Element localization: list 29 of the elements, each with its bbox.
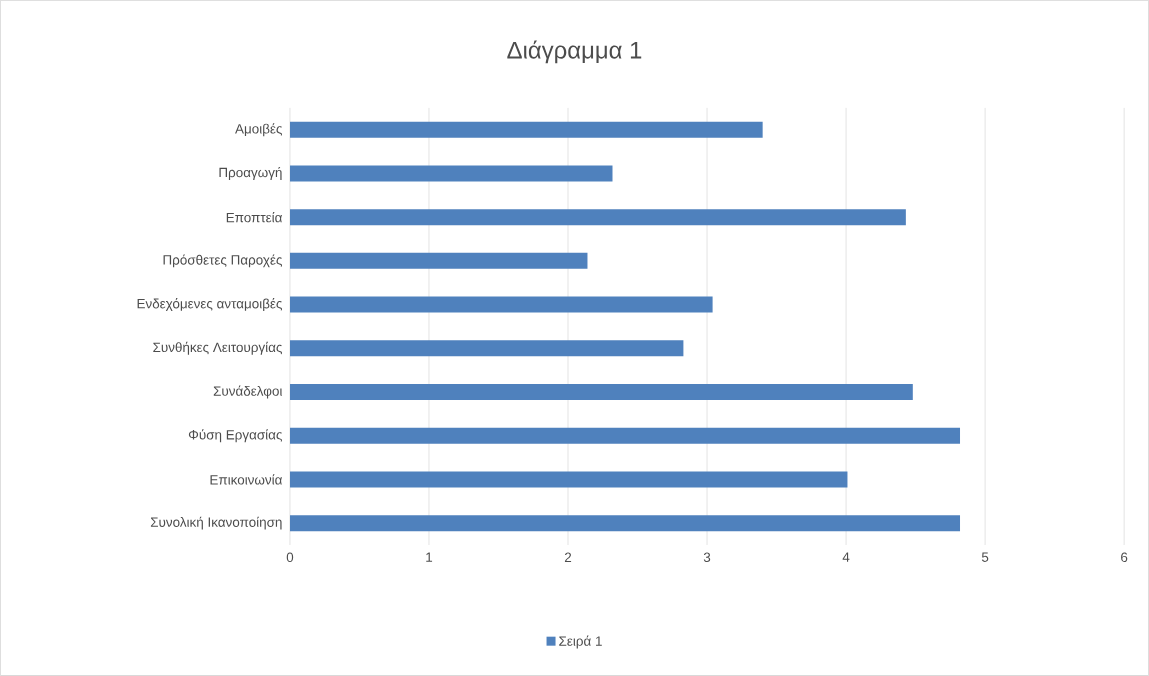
bar	[289, 165, 613, 182]
bar	[289, 384, 913, 401]
x-tick-label: 6	[1121, 552, 1128, 563]
bar	[289, 340, 684, 357]
bar	[289, 515, 961, 532]
bar	[289, 296, 713, 313]
y-tick-label: Επικοινωνία	[210, 474, 283, 485]
bar	[289, 471, 848, 488]
y-tick-label: Συνάδελφοι	[213, 385, 283, 399]
y-tick-label: Προαγωγή	[219, 167, 282, 180]
x-tick-label: 4	[842, 552, 850, 562]
legend-label: Σειρά 1	[559, 635, 602, 649]
y-tick-label: Συνολική Ικανοποίηση	[150, 516, 282, 530]
y-tick-label: Ενδεχόμενες ανταμοιβές	[137, 298, 282, 312]
x-tick-label: 1	[426, 552, 433, 562]
bar	[289, 121, 763, 138]
y-tick-label: Συνθήκες Λειτουργίας	[153, 341, 282, 355]
x-tick-label: 2	[564, 552, 572, 562]
bar	[289, 209, 906, 226]
y-tick-label: Εποπτεία	[226, 212, 283, 223]
chart-title: Διάγραμμα 1	[507, 40, 642, 64]
y-tick-label: Πρόσθετες Παροχές	[163, 254, 282, 268]
bar	[289, 252, 588, 269]
bar	[289, 427, 961, 444]
x-tick-label: 0	[286, 552, 294, 563]
x-tick-label: 3	[703, 552, 711, 563]
x-tick-label: 5	[981, 552, 989, 562]
y-tick-label: Αμοιβές	[235, 123, 282, 137]
y-tick-label: Φύση Εργασίας	[188, 429, 282, 443]
